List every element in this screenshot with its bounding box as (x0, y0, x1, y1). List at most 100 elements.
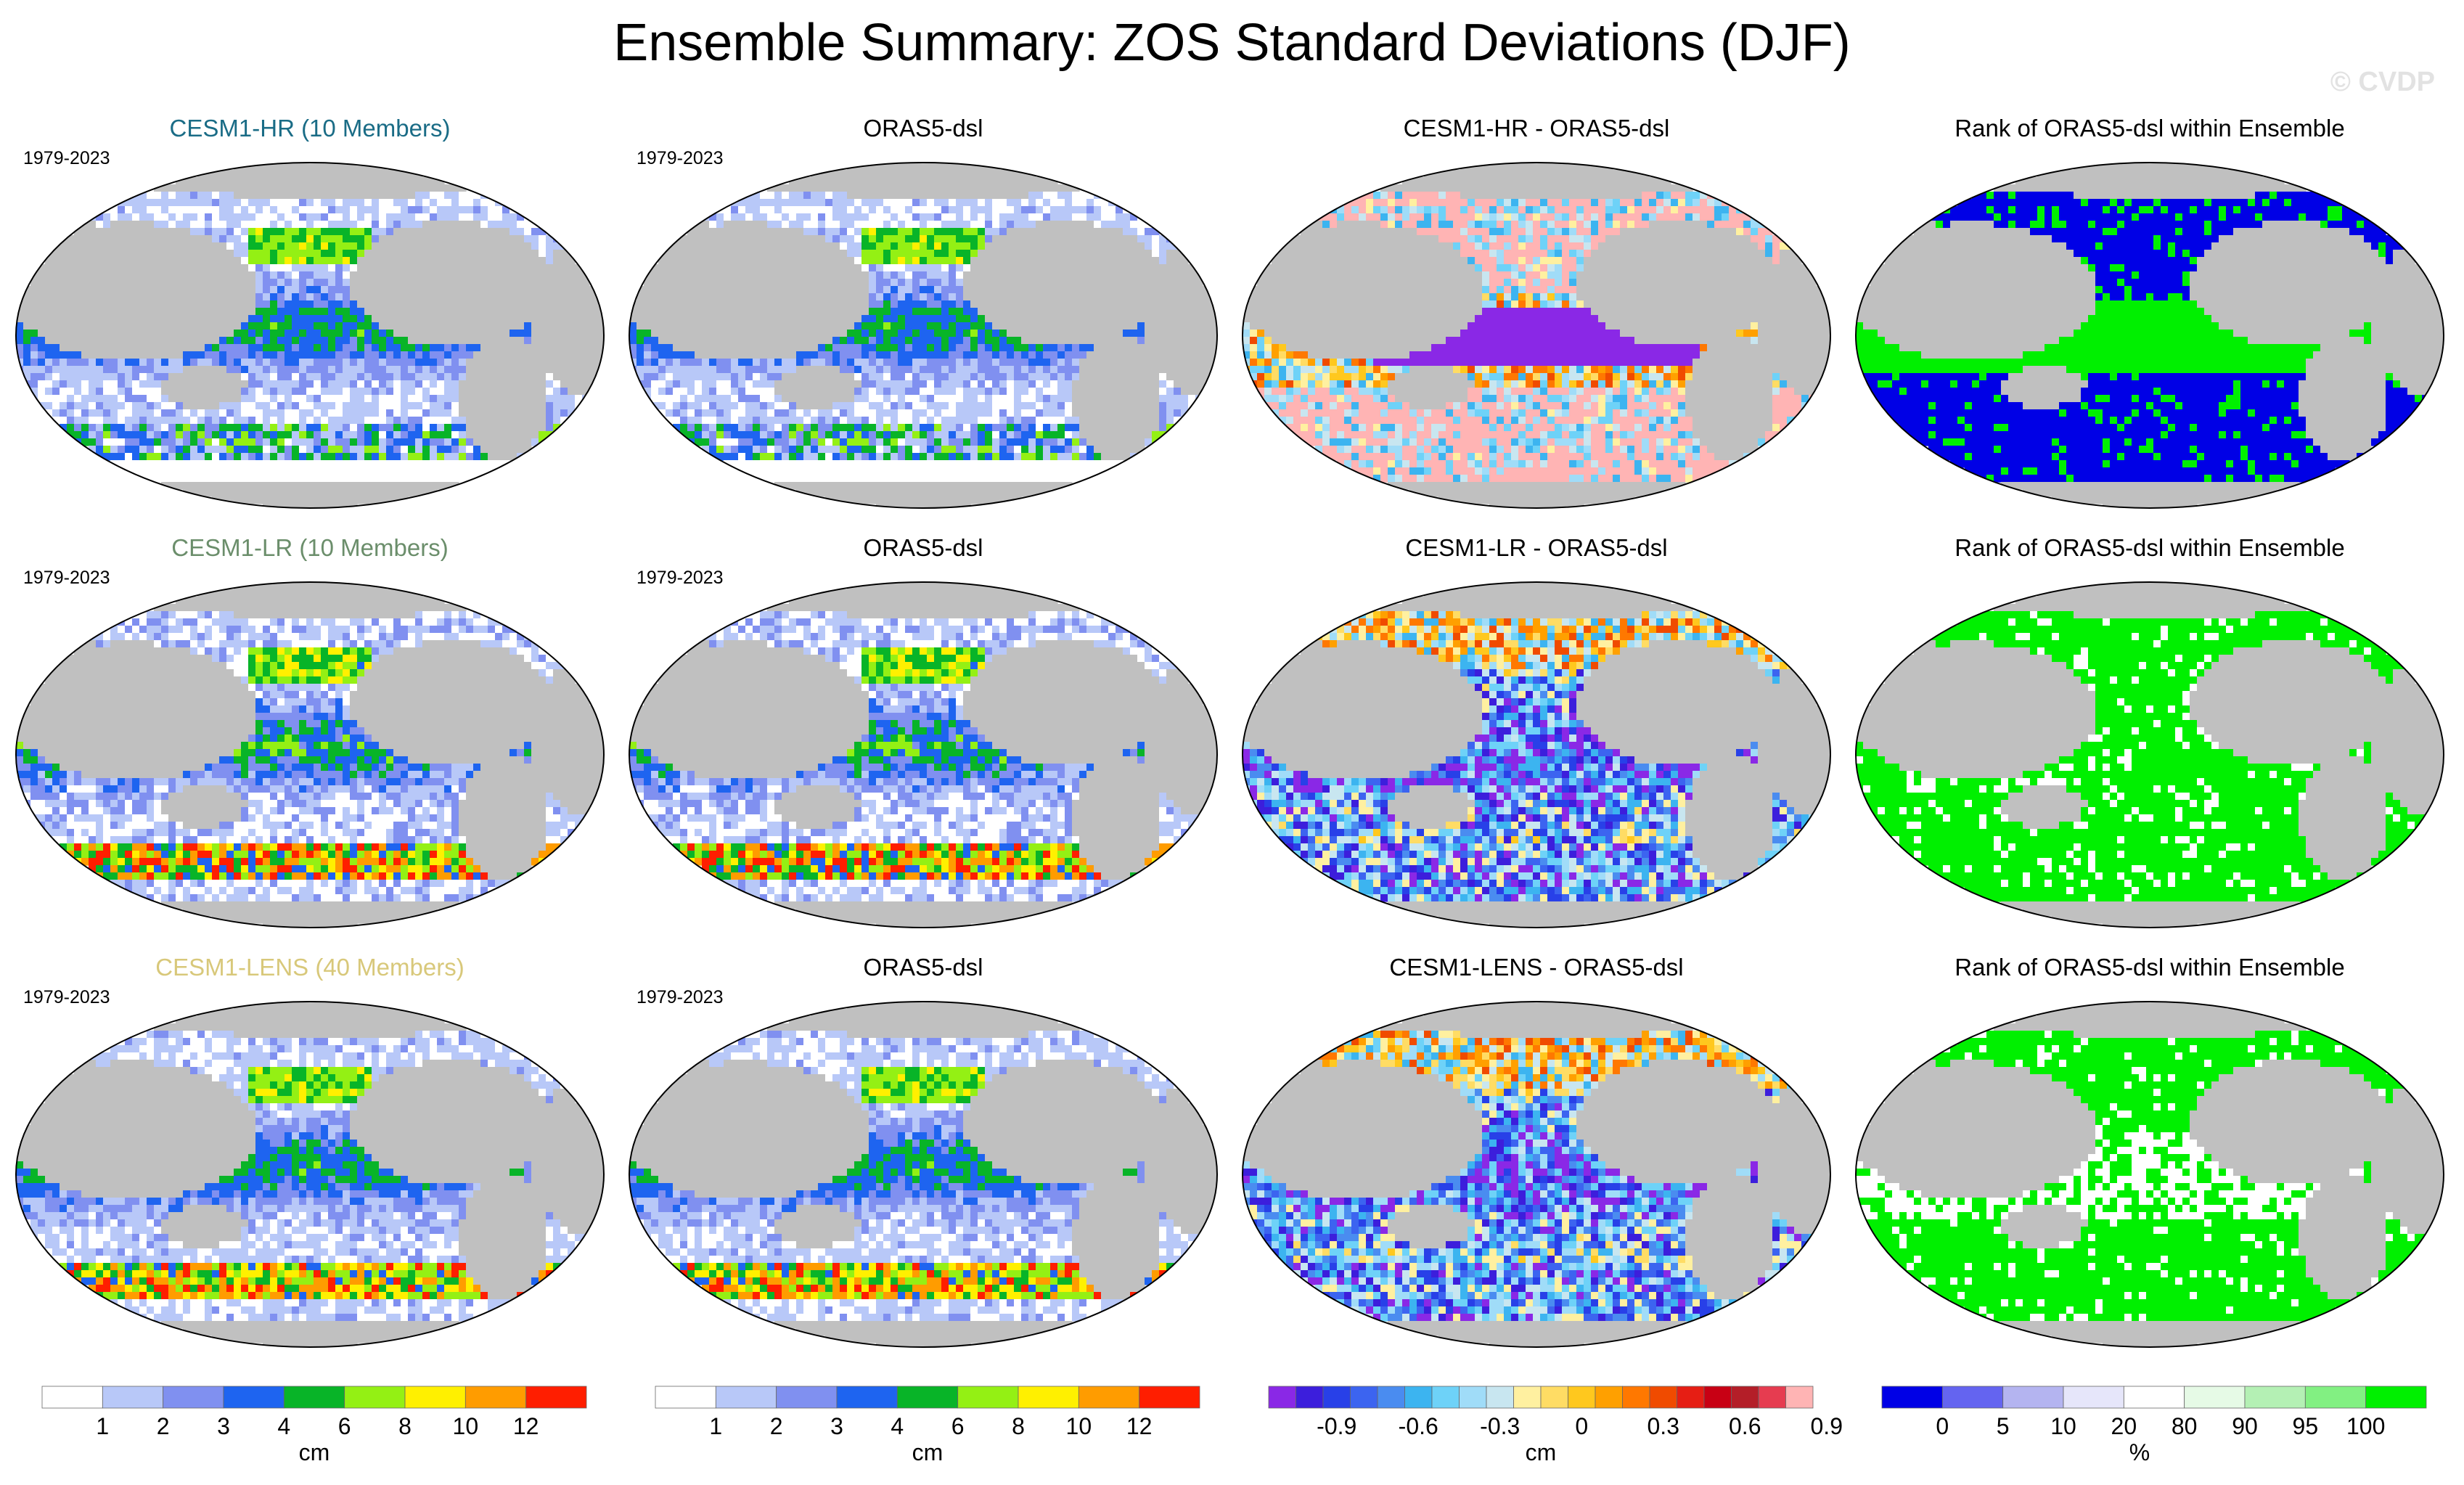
map-outline (15, 581, 605, 928)
colorbar-tick-label: 12 (513, 1413, 539, 1439)
map-sd (15, 162, 605, 509)
colorbar-tick-label: 8 (398, 1413, 412, 1439)
colorbar-swatch (1296, 1386, 1324, 1409)
colorbar-units: % (2129, 1439, 2150, 1465)
map-diff (1242, 162, 1831, 509)
colorbar-tick-label: 10 (2050, 1413, 2076, 1439)
colorbar-swatch (41, 1386, 103, 1409)
panel-title: ORAS5-dsl (622, 954, 1224, 981)
colorbar-tick-label: 0 (1575, 1413, 1588, 1439)
colorbar-tick-label: 0.3 (1648, 1413, 1679, 1439)
colorbar-tick-label: 4 (891, 1413, 904, 1439)
map-outline (15, 162, 605, 509)
panel-period: 1979-2023 (637, 568, 724, 589)
colorbar-swatch (1513, 1386, 1542, 1409)
colorbar-swatch (1268, 1386, 1296, 1409)
colorbar-tick-label: 0.9 (1811, 1413, 1843, 1439)
panel-r0-c0: CESM1-HR (10 Members) 1979-2023 (9, 110, 611, 517)
colorbar-swatch (1459, 1386, 1487, 1409)
colorbar-swatch (283, 1386, 345, 1409)
colorbar-tick-label: 4 (277, 1413, 290, 1439)
colorbar-swatch (1758, 1386, 1786, 1409)
colorbar-swatch (1486, 1386, 1514, 1409)
panel-period: 1979-2023 (637, 148, 724, 169)
colorbar-tick-label: 90 (2232, 1413, 2258, 1439)
colorbar-tick-label: 8 (1012, 1413, 1025, 1439)
panel-period: 1979-2023 (637, 987, 724, 1008)
map-sd (15, 581, 605, 928)
panel-period: 1979-2023 (23, 987, 110, 1008)
colorbar-swatch (1322, 1386, 1351, 1409)
colorbar-swatch (2123, 1386, 2185, 1409)
colorbar-tick-label: -0.6 (1399, 1413, 1438, 1439)
colorbar-swatch (1881, 1386, 1943, 1409)
panel-period: 1979-2023 (23, 148, 110, 169)
colorbar-tick-label: 2 (770, 1413, 783, 1439)
colorbar-tick-label: 1 (96, 1413, 109, 1439)
colorbar-swatch (1595, 1386, 1623, 1409)
map-outline (1855, 1001, 2444, 1348)
colorbar-tick-label: 10 (453, 1413, 479, 1439)
colorbar-swatch (1622, 1386, 1650, 1409)
panel-title: CESM1-LENS - ORAS5-dsl (1235, 954, 1838, 981)
map-sd (629, 1001, 1218, 1348)
panel-r1-c2: CESM1-LR - ORAS5-dsl (1235, 530, 1838, 936)
colorbar-swatch (404, 1386, 466, 1409)
colorbar-swatch (1677, 1386, 1705, 1409)
colorbar-tick-label: 0 (1936, 1413, 1949, 1439)
panel-title: CESM1-LR (10 Members) (9, 534, 611, 562)
panel-r0-c1: ORAS5-dsl 1979-2023 (622, 110, 1224, 517)
colorbar-swatch (1078, 1386, 1140, 1409)
panel-period: 1979-2023 (23, 568, 110, 589)
colorbar-swatch (2063, 1386, 2124, 1409)
colorbar-swatch (102, 1386, 164, 1409)
map-outline (1242, 162, 1831, 509)
panel-title: CESM1-LENS (40 Members) (9, 954, 611, 981)
map-sd (15, 1001, 605, 1348)
colorbar-tick-label: 2 (157, 1413, 170, 1439)
colorbar-swatch (525, 1386, 587, 1409)
map-sd (629, 162, 1218, 509)
colorbar-tick-label: 5 (1997, 1413, 2010, 1439)
panel-title: Rank of ORAS5-dsl within Ensemble (1849, 954, 2451, 981)
colorbar-sd: 1 2 3 4 6 8 10 12 cm (655, 1386, 1207, 1481)
colorbar-swatch (896, 1386, 959, 1409)
colorbar-swatch (1731, 1386, 1759, 1409)
colorbar-swatch (163, 1386, 224, 1409)
colorbar-swatch (1703, 1386, 1732, 1409)
panel-r2-c2: CESM1-LENS - ORAS5-dsl (1235, 949, 1838, 1356)
colorbar-tick-label: -0.9 (1317, 1413, 1356, 1439)
map-diff (1242, 1001, 1831, 1348)
map-rank (1855, 1001, 2444, 1348)
colorbar-tick-label: 3 (830, 1413, 843, 1439)
map-outline (629, 162, 1218, 509)
colorbar-swatch (2002, 1386, 2064, 1409)
colorbar-swatch (1139, 1386, 1200, 1409)
panel-r1-c1: ORAS5-dsl 1979-2023 (622, 530, 1224, 936)
colorbar-tick-label: 12 (1126, 1413, 1153, 1439)
colorbar-units: cm (912, 1439, 944, 1465)
figure-title: Ensemble Summary: ZOS Standard Deviation… (0, 13, 2464, 73)
colorbar-tick-label: 3 (217, 1413, 230, 1439)
colorbar-tick-label: -0.3 (1480, 1413, 1520, 1439)
panel-title: CESM1-LR - ORAS5-dsl (1235, 534, 1838, 562)
colorbar-diff: -0.9 -0.6 -0.3 0 0.3 0.6 0.9 cm (1268, 1386, 1843, 1481)
panel-r0-c2: CESM1-HR - ORAS5-dsl (1235, 110, 1838, 517)
colorbar-swatch (1941, 1386, 2004, 1409)
colorbar-swatch (464, 1386, 527, 1409)
panel-title: Rank of ORAS5-dsl within Ensemble (1849, 534, 2451, 562)
colorbar-swatch (2184, 1386, 2246, 1409)
panel-r0-c3: Rank of ORAS5-dsl within Ensemble (1849, 110, 2451, 517)
map-outline (1855, 581, 2444, 928)
colorbar-tick-label: 80 (2172, 1413, 2198, 1439)
colorbar-tick-label: 6 (338, 1413, 351, 1439)
colorbar-swatch (2365, 1386, 2427, 1409)
panel-r2-c0: CESM1-LENS (40 Members) 1979-2023 (9, 949, 611, 1356)
colorbar-swatch (2304, 1386, 2367, 1409)
colorbar-tick-label: 0.6 (1729, 1413, 1761, 1439)
map-outline (629, 1001, 1218, 1348)
colorbar-swatch (957, 1386, 1019, 1409)
map-diff (1242, 581, 1831, 928)
map-rank (1855, 581, 2444, 928)
panel-title: CESM1-HR (10 Members) (9, 115, 611, 142)
